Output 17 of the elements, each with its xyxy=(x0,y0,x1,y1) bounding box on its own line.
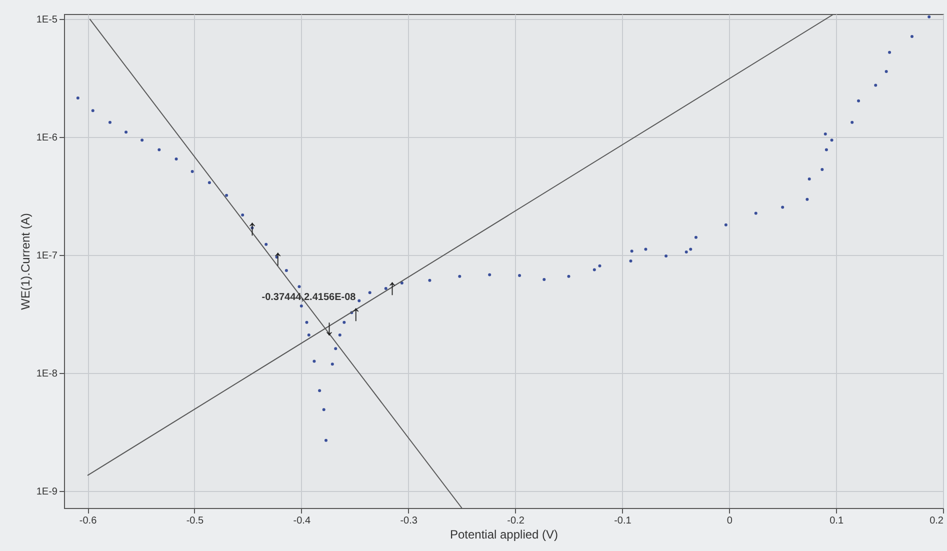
x-tick-label: -0.2 xyxy=(507,516,525,526)
x-tick-label: -0.4 xyxy=(293,516,311,526)
y-tick-label: 1E-7 xyxy=(36,250,58,262)
x-tick-label: -0.1 xyxy=(614,516,632,526)
x-tick-label: 0.2 xyxy=(930,516,944,526)
y-tick-label: 1E-6 xyxy=(36,132,58,144)
y-tick-label: 1E-5 xyxy=(36,14,58,26)
x-tick-label: 0.1 xyxy=(830,516,844,526)
y-tick-label: 1E-8 xyxy=(36,368,58,380)
x-tick-label: -0.6 xyxy=(79,516,98,526)
y-tick-label: 1E-9 xyxy=(36,486,58,498)
x-tick-label: -0.3 xyxy=(400,516,418,526)
x-axis-title: Potential applied (V) xyxy=(450,528,558,542)
y-axis-title: WE(1).Current (A) xyxy=(18,213,32,310)
x-tick-label: 0 xyxy=(726,516,733,526)
annotation: ↑ xyxy=(272,245,284,270)
x-tick-label: -0.5 xyxy=(186,516,204,526)
